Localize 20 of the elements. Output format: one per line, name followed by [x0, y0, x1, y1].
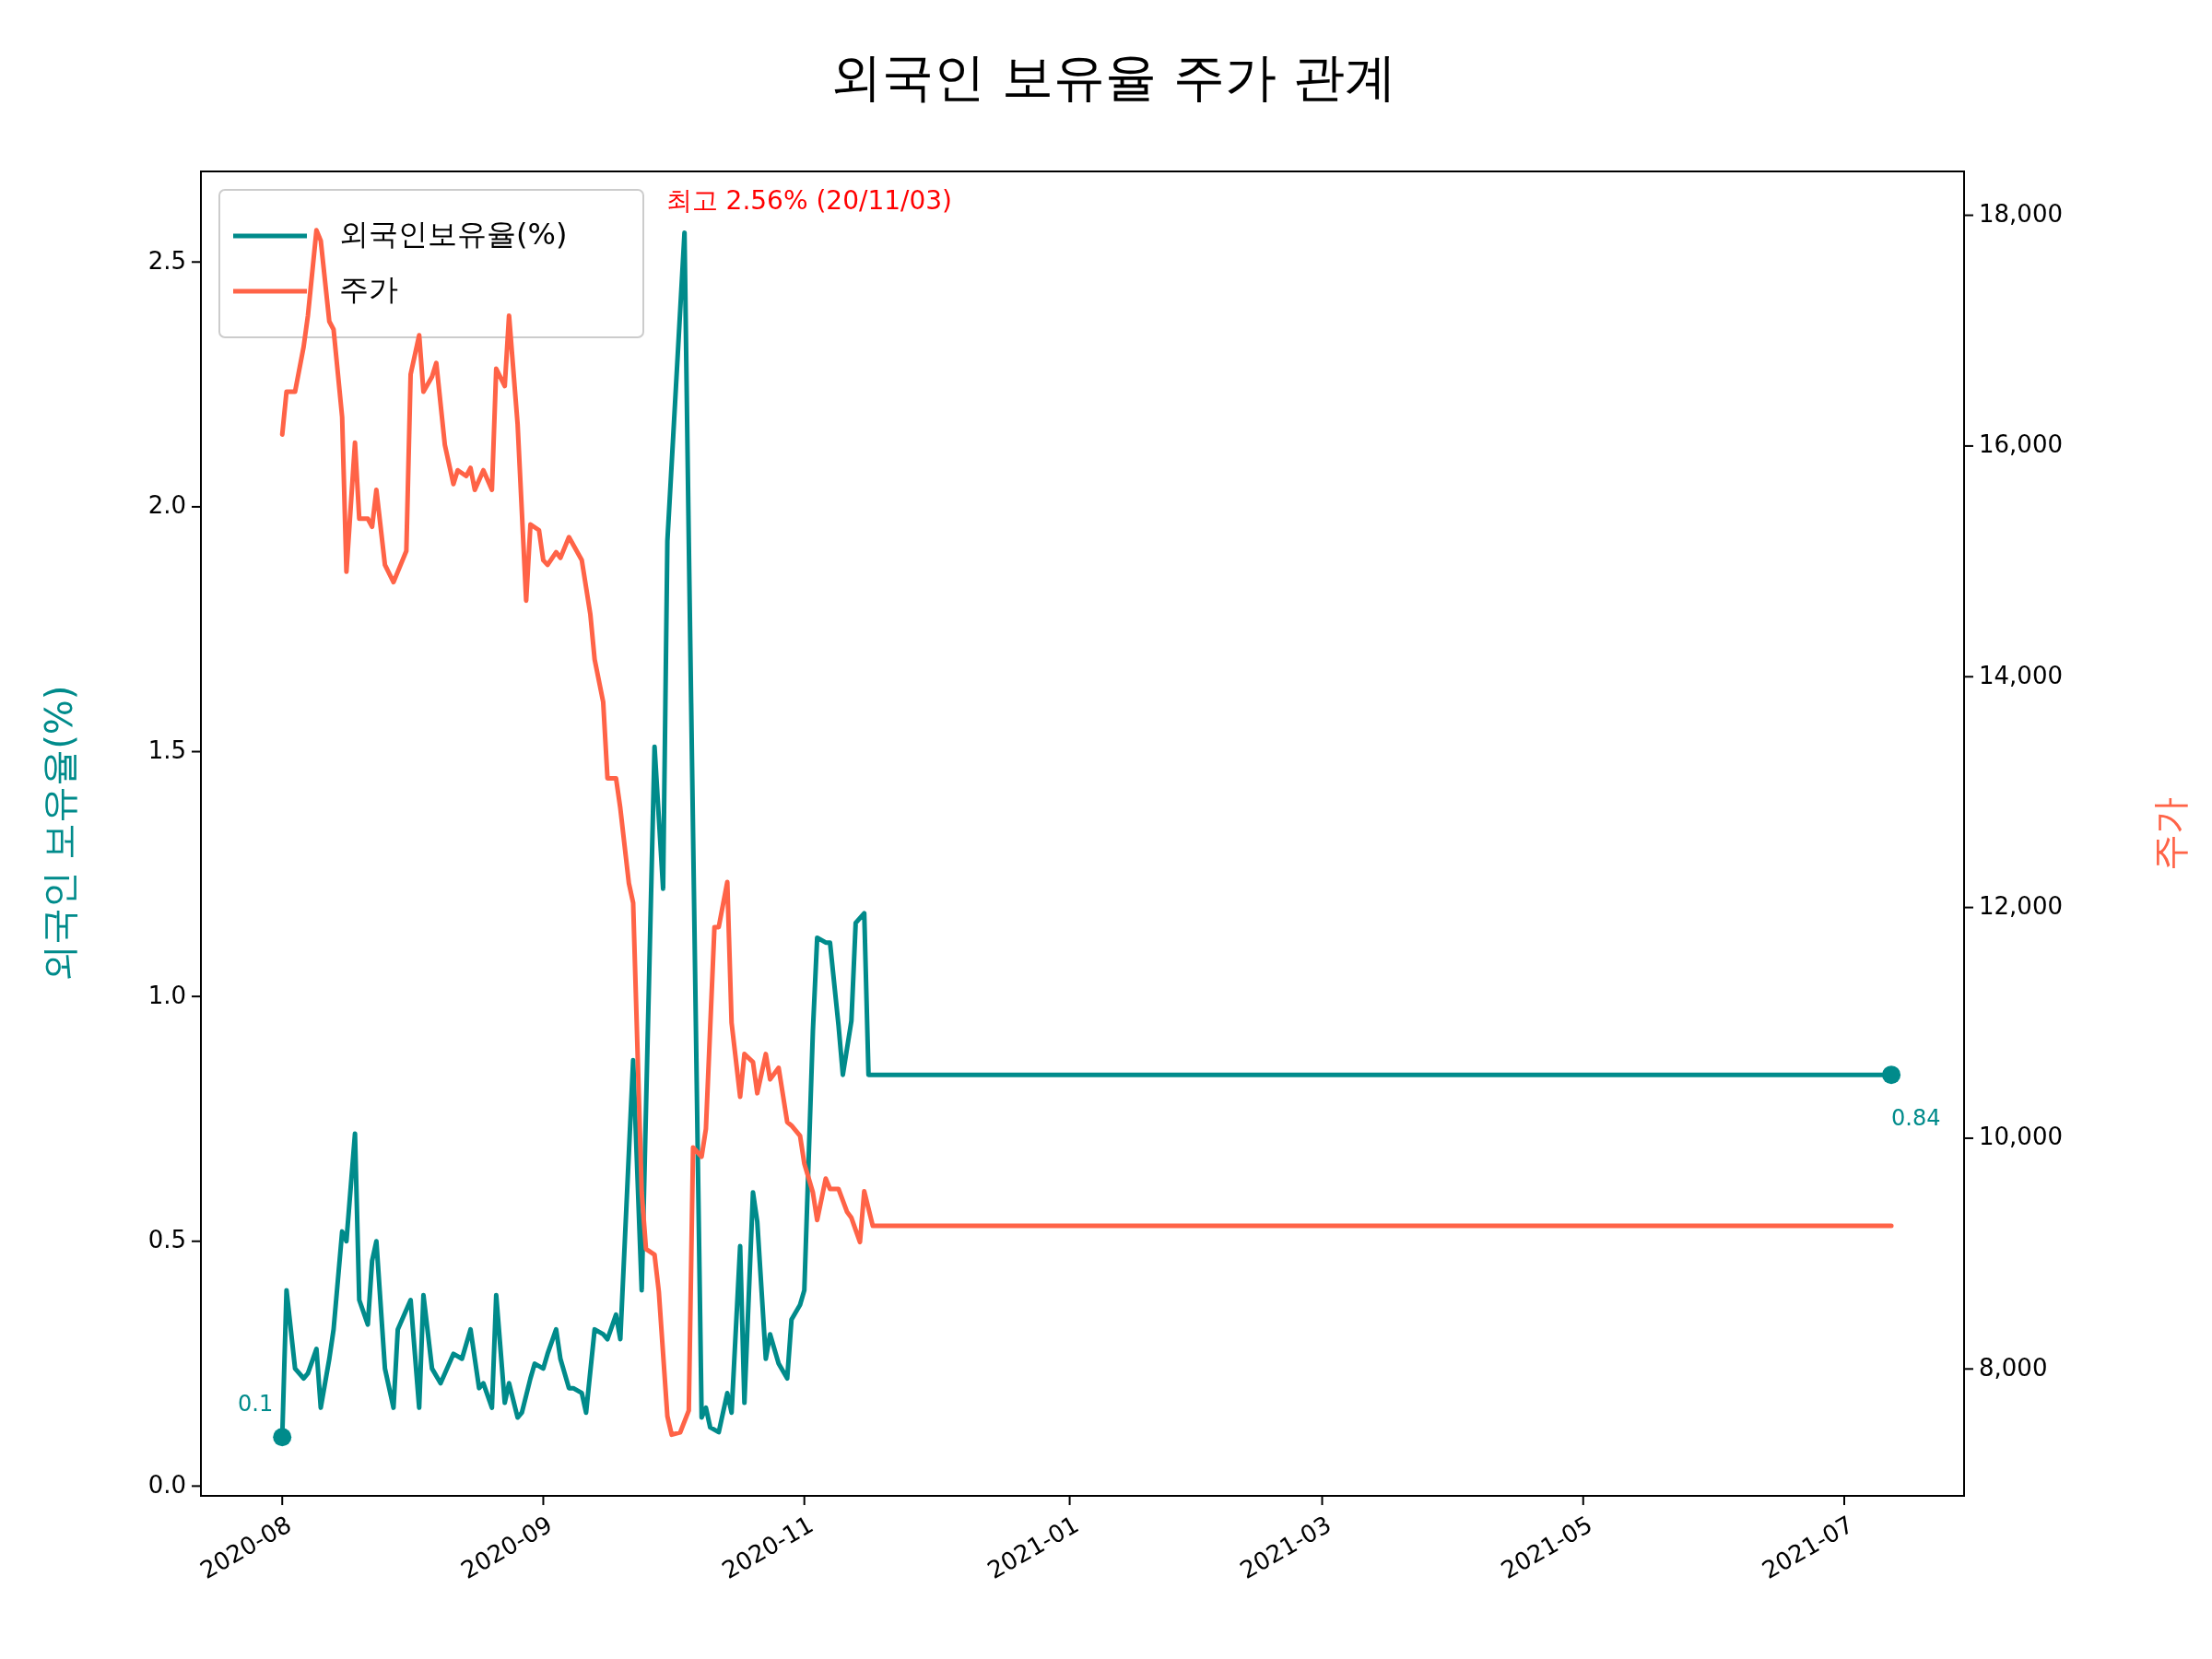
- y2-tick-label: 18,000: [1979, 200, 2063, 229]
- y2-tick-label: 16,000: [1979, 430, 2063, 459]
- chart-title: 외국인 보유율 주가 관계: [830, 47, 1396, 107]
- legend-label: 주가: [339, 272, 398, 307]
- annotation: 0.1: [238, 1391, 274, 1418]
- y2-tick-label: 14,000: [1979, 661, 2063, 689]
- y2-tick-label: 12,000: [1979, 892, 2063, 921]
- annotation: 0.84: [1891, 1105, 1941, 1132]
- y-tick-label: 0.5: [147, 1226, 186, 1254]
- y2-tick-label: 10,000: [1979, 1123, 2063, 1151]
- y-tick-label: 2.0: [147, 491, 186, 520]
- y-axis-title: 외국인 보유율(%): [38, 685, 80, 982]
- annotation: 최고 2.56% (20/11/03): [665, 185, 953, 217]
- legend-label: 외국인보유율(%): [339, 217, 568, 252]
- y-tick-label: 0.0: [147, 1470, 186, 1499]
- y-tick-label: 1.5: [147, 736, 186, 765]
- y2-tick-label: 8,000: [1979, 1353, 2048, 1382]
- y-tick-label: 1.0: [147, 981, 186, 1009]
- y2-axis-title: 주가: [2148, 796, 2191, 871]
- y-tick-label: 2.5: [147, 246, 186, 275]
